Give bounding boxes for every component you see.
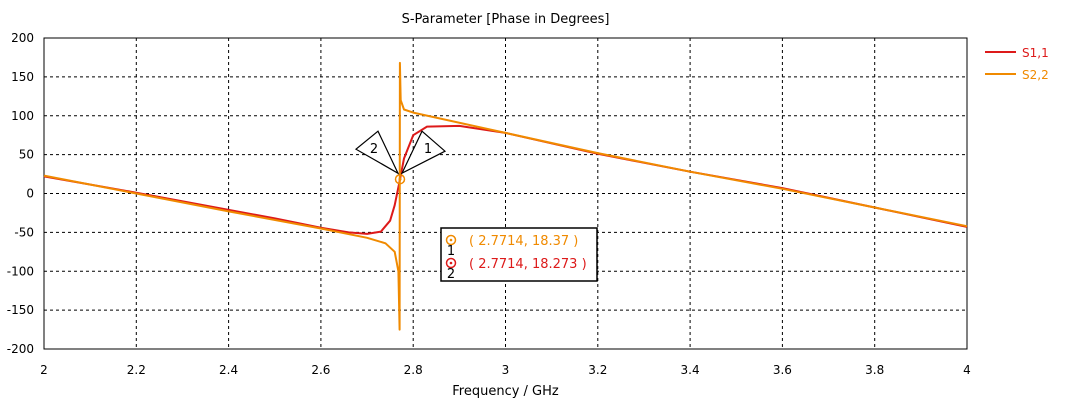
grid: [44, 38, 967, 349]
marker-flag-2-label: 2: [370, 142, 378, 157]
marker-layer: 12: [354, 130, 447, 185]
marker-1-icon: [445, 234, 457, 246]
legend[interactable]: S1,1 S2,2: [985, 46, 1049, 82]
y-tick-label: 0: [26, 187, 34, 201]
x-tick-label: 4: [963, 363, 971, 377]
marker-box-frame: [440, 227, 598, 282]
y-tick-label: -50: [14, 225, 34, 239]
x-tick-label: 3.8: [865, 363, 884, 377]
x-tick-label: 2.2: [127, 363, 146, 377]
legend-label-s11: S1,1: [1022, 46, 1049, 60]
x-tick-label: 2.6: [311, 363, 330, 377]
marker-2-icon: [445, 257, 457, 269]
marker-flag-1[interactable]: [400, 130, 447, 175]
marker-1-number: 1: [447, 244, 455, 259]
marker-1-icon-dot: [449, 238, 453, 242]
x-tick-label: 2.4: [219, 363, 238, 377]
x-tick-label: 3: [502, 363, 510, 377]
x-tick-label: 2: [40, 363, 48, 377]
chart-title: S-Parameter [Phase in Degrees]: [402, 12, 610, 27]
marker-2-icon-dot: [449, 261, 453, 265]
plot-area: [43, 37, 968, 350]
y-tick-label: 50: [19, 148, 34, 162]
x-tick-label: 2.8: [404, 363, 423, 377]
y-tick-label: -150: [7, 303, 34, 317]
x-axis-label: Frequency / GHz: [452, 384, 559, 399]
tick-labels: 2 2.2 2.4 2.6 2.8 3 3.2 3.4 3.6 3.8 4 200 150 100 50 0 -…: [7, 31, 971, 377]
y-tick-label: 150: [11, 70, 34, 84]
y-tick-label: 100: [11, 109, 34, 123]
marker-readout-box[interactable]: 1 ( 2.7714, 18.37 ) 2 ( 2.7714, 18.273 ): [440, 227, 598, 282]
series-line-s22: [43, 61, 968, 331]
marker-1-readout: ( 2.7714, 18.37 ): [469, 234, 578, 249]
legend-label-s22: S2,2: [1022, 68, 1049, 82]
x-tick-label: 3.6: [773, 363, 792, 377]
y-tick-label: -100: [7, 264, 34, 278]
marker-flag-2[interactable]: [354, 130, 400, 175]
marker-point-1[interactable]: [394, 173, 406, 185]
marker-2-readout: ( 2.7714, 18.273 ): [469, 257, 587, 272]
y-tick-label: -200: [7, 342, 34, 356]
marker-point-dot: [398, 177, 402, 181]
marker-flag-1-label: 1: [424, 142, 432, 157]
y-tick-label: 200: [11, 31, 34, 45]
marker-2-number: 2: [447, 267, 455, 282]
x-tick-label: 3.4: [681, 363, 700, 377]
x-tick-label: 3.2: [588, 363, 607, 377]
